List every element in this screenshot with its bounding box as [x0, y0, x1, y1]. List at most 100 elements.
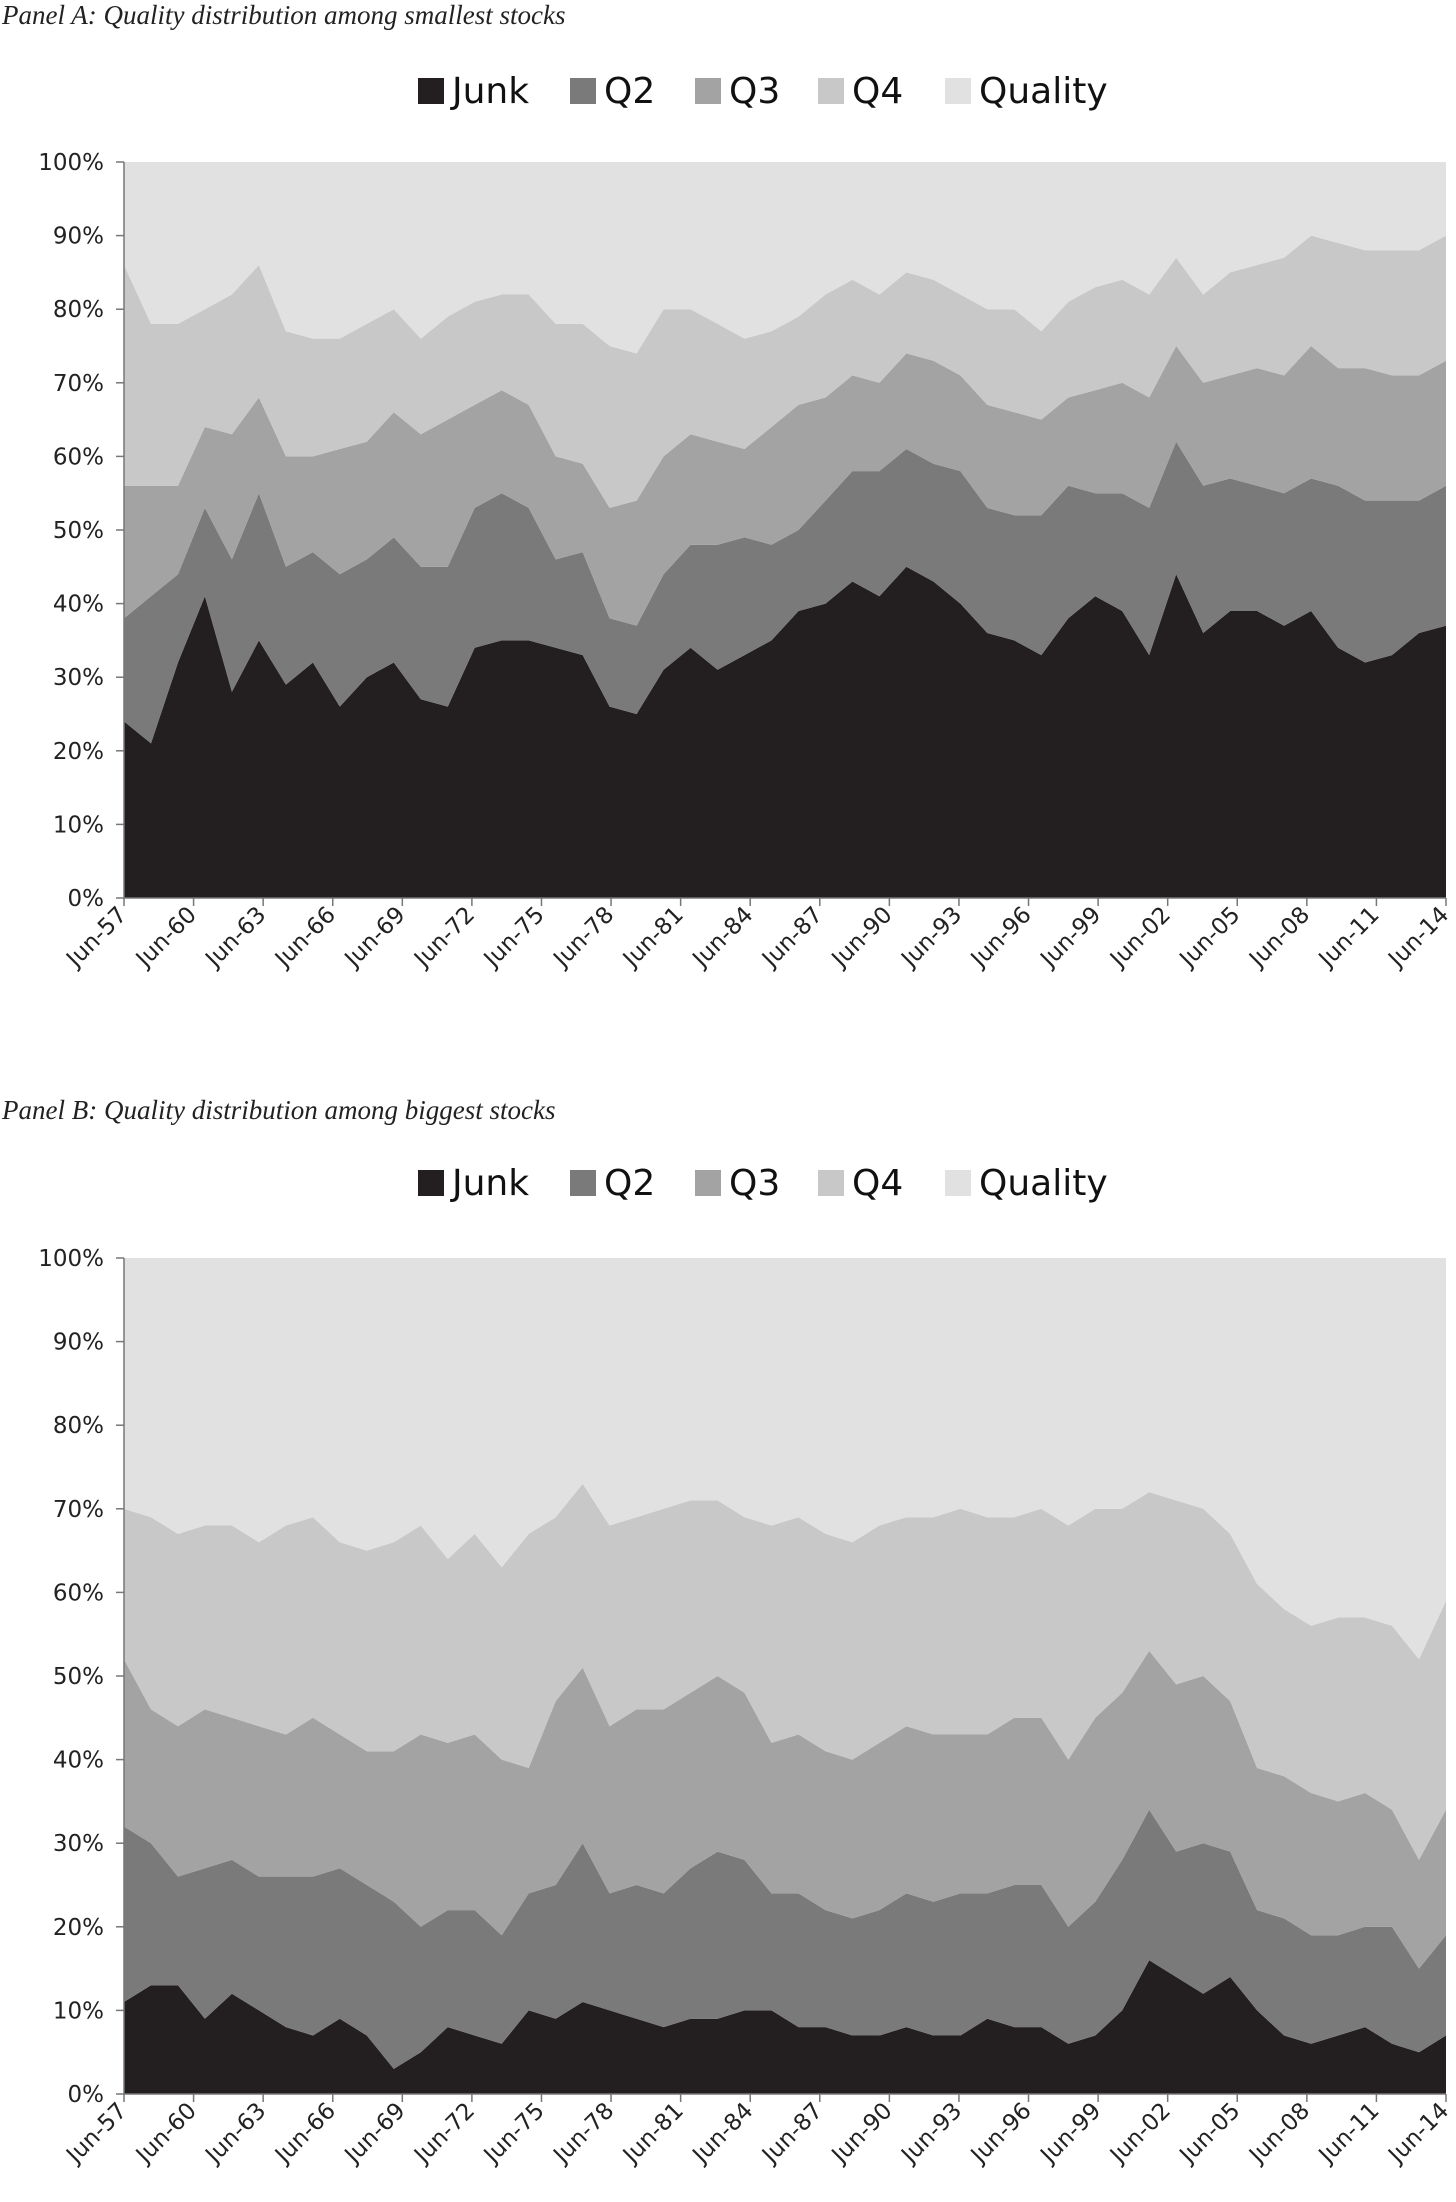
panel-b-x-tick-label: Jun-57 [60, 2098, 132, 2170]
panel-a-legend-swatch-q4 [818, 78, 844, 104]
panel-a-x-tick-label: Jun-66 [269, 902, 341, 974]
panel-b-x-tick-label: Jun-93 [895, 2098, 967, 2170]
panel-a-y-tick-label: 90% [53, 224, 104, 250]
panel-b-y-tick-label: 20% [53, 1915, 104, 1941]
panel-a-legend-label-junk: Junk [450, 71, 529, 112]
panel-b-legend: Junk Q2 Q3 Q4 Quality [418, 1163, 1108, 1204]
panel-b-area-q2 [124, 1809, 1446, 2069]
panel-a-x-tick-label: Jun-63 [200, 902, 272, 974]
panel-b-legend-swatch-q4 [818, 1170, 844, 1196]
panel-b-y-tick-label: 90% [53, 1330, 104, 1356]
panel-b-y-tick-label: 0% [68, 2082, 105, 2108]
panel-a-x-tick-label: Jun-81 [617, 902, 689, 974]
panel-a-title: Panel A: Quality distribution among smal… [2, 0, 566, 30]
panel-b-y-tick-label: 70% [53, 1497, 104, 1523]
panel-a-x-tick-label: Jun-57 [60, 902, 132, 974]
panel-b-legend-label-q3: Q3 [729, 1163, 780, 1204]
panel-a-x-ticks: Jun-57 Jun-60 Jun-63 Jun-66 Jun-69 Jun-72 Jun-… [60, 898, 1454, 974]
panel-b-x-tick-label: Jun-75 [478, 2098, 550, 2170]
panel-b-area-quality [124, 1258, 1446, 1660]
panel-b-y-tick-label: 80% [53, 1413, 104, 1439]
panel-a-x-tick-label: Jun-02 [1104, 902, 1176, 974]
panel-b-y-tick-label: 40% [53, 1748, 104, 1774]
panel-b-legend-label-junk: Junk [450, 1163, 529, 1204]
panel-a-x-tick-label: Jun-14 [1382, 902, 1454, 974]
panel-b-legend-label-q4: Q4 [852, 1163, 903, 1204]
panel-b-x-tick-label: Jun-14 [1382, 2098, 1454, 2170]
panel-a-legend-swatch-quality [945, 78, 971, 104]
panel-a-x-tick-label: Jun-75 [478, 902, 550, 974]
panel-a-x-tick-label: Jun-87 [756, 902, 828, 974]
panel-a-x-tick-label: Jun-60 [130, 902, 202, 974]
panel-a-area-q2 [124, 441, 1446, 744]
panel-a-x-tick-label: Jun-84 [687, 902, 759, 974]
panel-b-x-tick-label: Jun-84 [687, 2098, 759, 2170]
panel-a-y-tick-label: 40% [53, 592, 104, 618]
panel-a-legend-swatch-junk [418, 78, 444, 104]
panel-a-chart: Junk Q2 Q3 Q4 Quality 0% 10% 20% 30% 40% 50% 60% 70%… [38, 71, 1454, 974]
panel-a-areas [124, 162, 1446, 898]
panel-b-x-tick-label: Jun-78 [548, 2098, 620, 2170]
panel-b-y-tick-label: 10% [53, 1998, 104, 2024]
panel-a-legend-label-quality: Quality [979, 71, 1108, 112]
panel-b-x-tick-label: Jun-05 [1174, 2098, 1246, 2170]
panel-b-legend-swatch-junk [418, 1170, 444, 1196]
panel-b-y-ticks: 0% 10% 20% 30% 40% 50% 60% 70% 80% 90% 100% [38, 1246, 124, 2108]
panel-b-areas [124, 1258, 1446, 2094]
panel-b-x-tick-label: Jun-90 [826, 2098, 898, 2170]
panel-a-x-tick-label: Jun-05 [1174, 902, 1246, 974]
panel-b-area-q4 [124, 1483, 1446, 1860]
panel-b-y-tick-label: 30% [53, 1831, 104, 1857]
panel-b-x-ticks: Jun-57 Jun-60 Jun-63 Jun-66 Jun-69 Jun-72 Jun-… [60, 2094, 1454, 2170]
panel-a-y-tick-label: 100% [38, 150, 104, 176]
panel-a-y-ticks: 0% 10% 20% 30% 40% 50% 60% 70% 80% 90% 100% [38, 150, 124, 912]
panel-a-area-junk [124, 566, 1446, 898]
panel-a-legend-label-q3: Q3 [729, 71, 780, 112]
panel-b-chart: Junk Q2 Q3 Q4 Quality 0% 10% 20% 30% 40% 50% 60% 70%… [38, 1163, 1454, 2170]
panel-a-y-tick-label: 70% [53, 371, 104, 397]
panel-b-x-tick-label: Jun-02 [1104, 2098, 1176, 2170]
panel-a-y-tick-label: 80% [53, 297, 104, 323]
panel-a-x-tick-label: Jun-72 [408, 902, 480, 974]
panel-a: Panel A: Quality distribution among smal… [0, 0, 1456, 1100]
panel-b-x-tick-label: Jun-08 [1243, 2098, 1315, 2170]
panel-b-area-junk [124, 1960, 1446, 2094]
panel-a-legend-label-q2: Q2 [604, 71, 655, 112]
panel-b-x-tick-label: Jun-69 [339, 2098, 411, 2170]
panel-b-title: Panel B: Quality distribution among bigg… [2, 1095, 556, 1125]
panel-a-legend-label-q4: Q4 [852, 71, 903, 112]
panel-b-legend-label-quality: Quality [979, 1163, 1108, 1204]
panel-b-x-tick-label: Jun-99 [1035, 2098, 1107, 2170]
panel-a-x-tick-label: Jun-11 [1313, 902, 1385, 974]
panel-a-x-tick-label: Jun-93 [895, 902, 967, 974]
panel-a-legend-swatch-q3 [695, 78, 721, 104]
panel-a-y-tick-label: 20% [53, 739, 104, 765]
panel-b-x-tick-label: Jun-81 [617, 2098, 689, 2170]
panel-a-y-tick-label: 30% [53, 665, 104, 691]
panel-b-x-tick-label: Jun-96 [965, 2098, 1037, 2170]
panel-a-y-tick-label: 50% [53, 518, 104, 544]
panel-b-x-tick-label: Jun-63 [200, 2098, 272, 2170]
panel-a-y-tick-label: 60% [53, 444, 104, 470]
panel-a-y-tick-label: 0% [68, 886, 105, 912]
panel-a-area-q4 [124, 235, 1446, 508]
panel-b-y-tick-label: 50% [53, 1664, 104, 1690]
panel-a-area-q3 [124, 346, 1446, 626]
panel-b-x-tick-label: Jun-66 [269, 2098, 341, 2170]
panel-b-x-tick-label: Jun-87 [756, 2098, 828, 2170]
panel-b-legend-swatch-q3 [695, 1170, 721, 1196]
panel-a-legend: Junk Q2 Q3 Q4 Quality [418, 71, 1108, 112]
panel-a-area-quality [124, 162, 1446, 354]
panel-a-legend-swatch-q2 [570, 78, 596, 104]
panel-b-legend-label-q2: Q2 [604, 1163, 655, 1204]
panel-b-x-tick-label: Jun-11 [1313, 2098, 1385, 2170]
panel-a-x-tick-label: Jun-08 [1243, 902, 1315, 974]
panel-b-legend-swatch-q2 [570, 1170, 596, 1196]
panel-b-y-tick-label: 60% [53, 1580, 104, 1606]
panel-a-x-tick-label: Jun-69 [339, 902, 411, 974]
panel-a-x-tick-label: Jun-90 [826, 902, 898, 974]
panel-b-legend-swatch-quality [945, 1170, 971, 1196]
panel-b-x-tick-label: Jun-60 [130, 2098, 202, 2170]
panel-b-area-q3 [124, 1650, 1446, 1969]
panel-b: Panel B: Quality distribution among bigg… [0, 1095, 1456, 2202]
